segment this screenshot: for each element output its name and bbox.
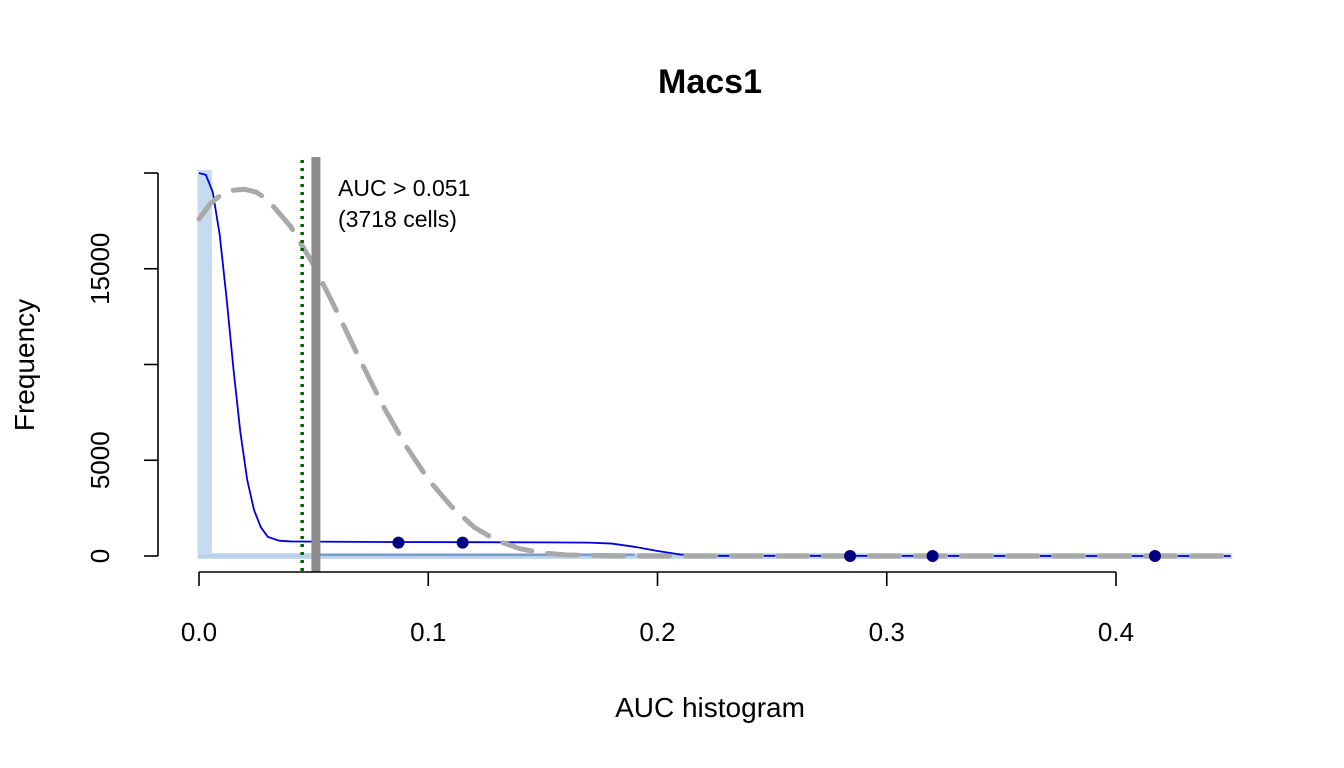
y-tick-label-0: 0 [85, 549, 115, 563]
x-axis: 0.0 0.1 0.2 0.3 0.4 [181, 571, 1134, 647]
y-axis: 0 5000 15000 [85, 172, 159, 563]
threshold-point-4 [1148, 550, 1161, 562]
density-curve [198, 172, 1231, 557]
x-tick-label-2: 0.2 [639, 617, 675, 647]
x-axis-title: AUC histogram [615, 692, 805, 723]
threshold-point-0 [392, 536, 405, 549]
plot-area [196, 157, 1234, 572]
threshold-point-1 [456, 536, 469, 549]
threshold-point-3 [926, 550, 939, 562]
x-tick-label-3: 0.3 [869, 617, 905, 647]
chart-title: Macs1 [658, 63, 762, 101]
x-tick-label-1: 0.1 [410, 617, 446, 647]
y-axis-title: Frequency [9, 299, 40, 431]
histogram-bar-0 [197, 170, 212, 559]
histogram-small-bins [313, 553, 635, 556]
bimodal-fit-curve [196, 186, 1234, 559]
threshold-annotation-line-2: (3718 cells) [338, 206, 457, 232]
x-tick-label-0: 0.0 [181, 617, 217, 647]
x-tick-label-4: 0.4 [1098, 617, 1134, 647]
y-tick-label-1: 5000 [85, 431, 115, 489]
threshold-point-2 [844, 550, 857, 562]
threshold-annotation-line-1: AUC > 0.051 [338, 175, 470, 201]
y-tick-label-3: 15000 [85, 233, 115, 305]
